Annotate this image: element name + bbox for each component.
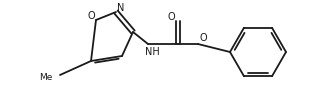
Text: O: O bbox=[199, 33, 207, 43]
Text: Me: Me bbox=[39, 74, 52, 82]
Text: N: N bbox=[117, 3, 125, 13]
Text: O: O bbox=[87, 11, 95, 21]
Text: O: O bbox=[167, 12, 175, 22]
Text: NH: NH bbox=[145, 47, 160, 57]
